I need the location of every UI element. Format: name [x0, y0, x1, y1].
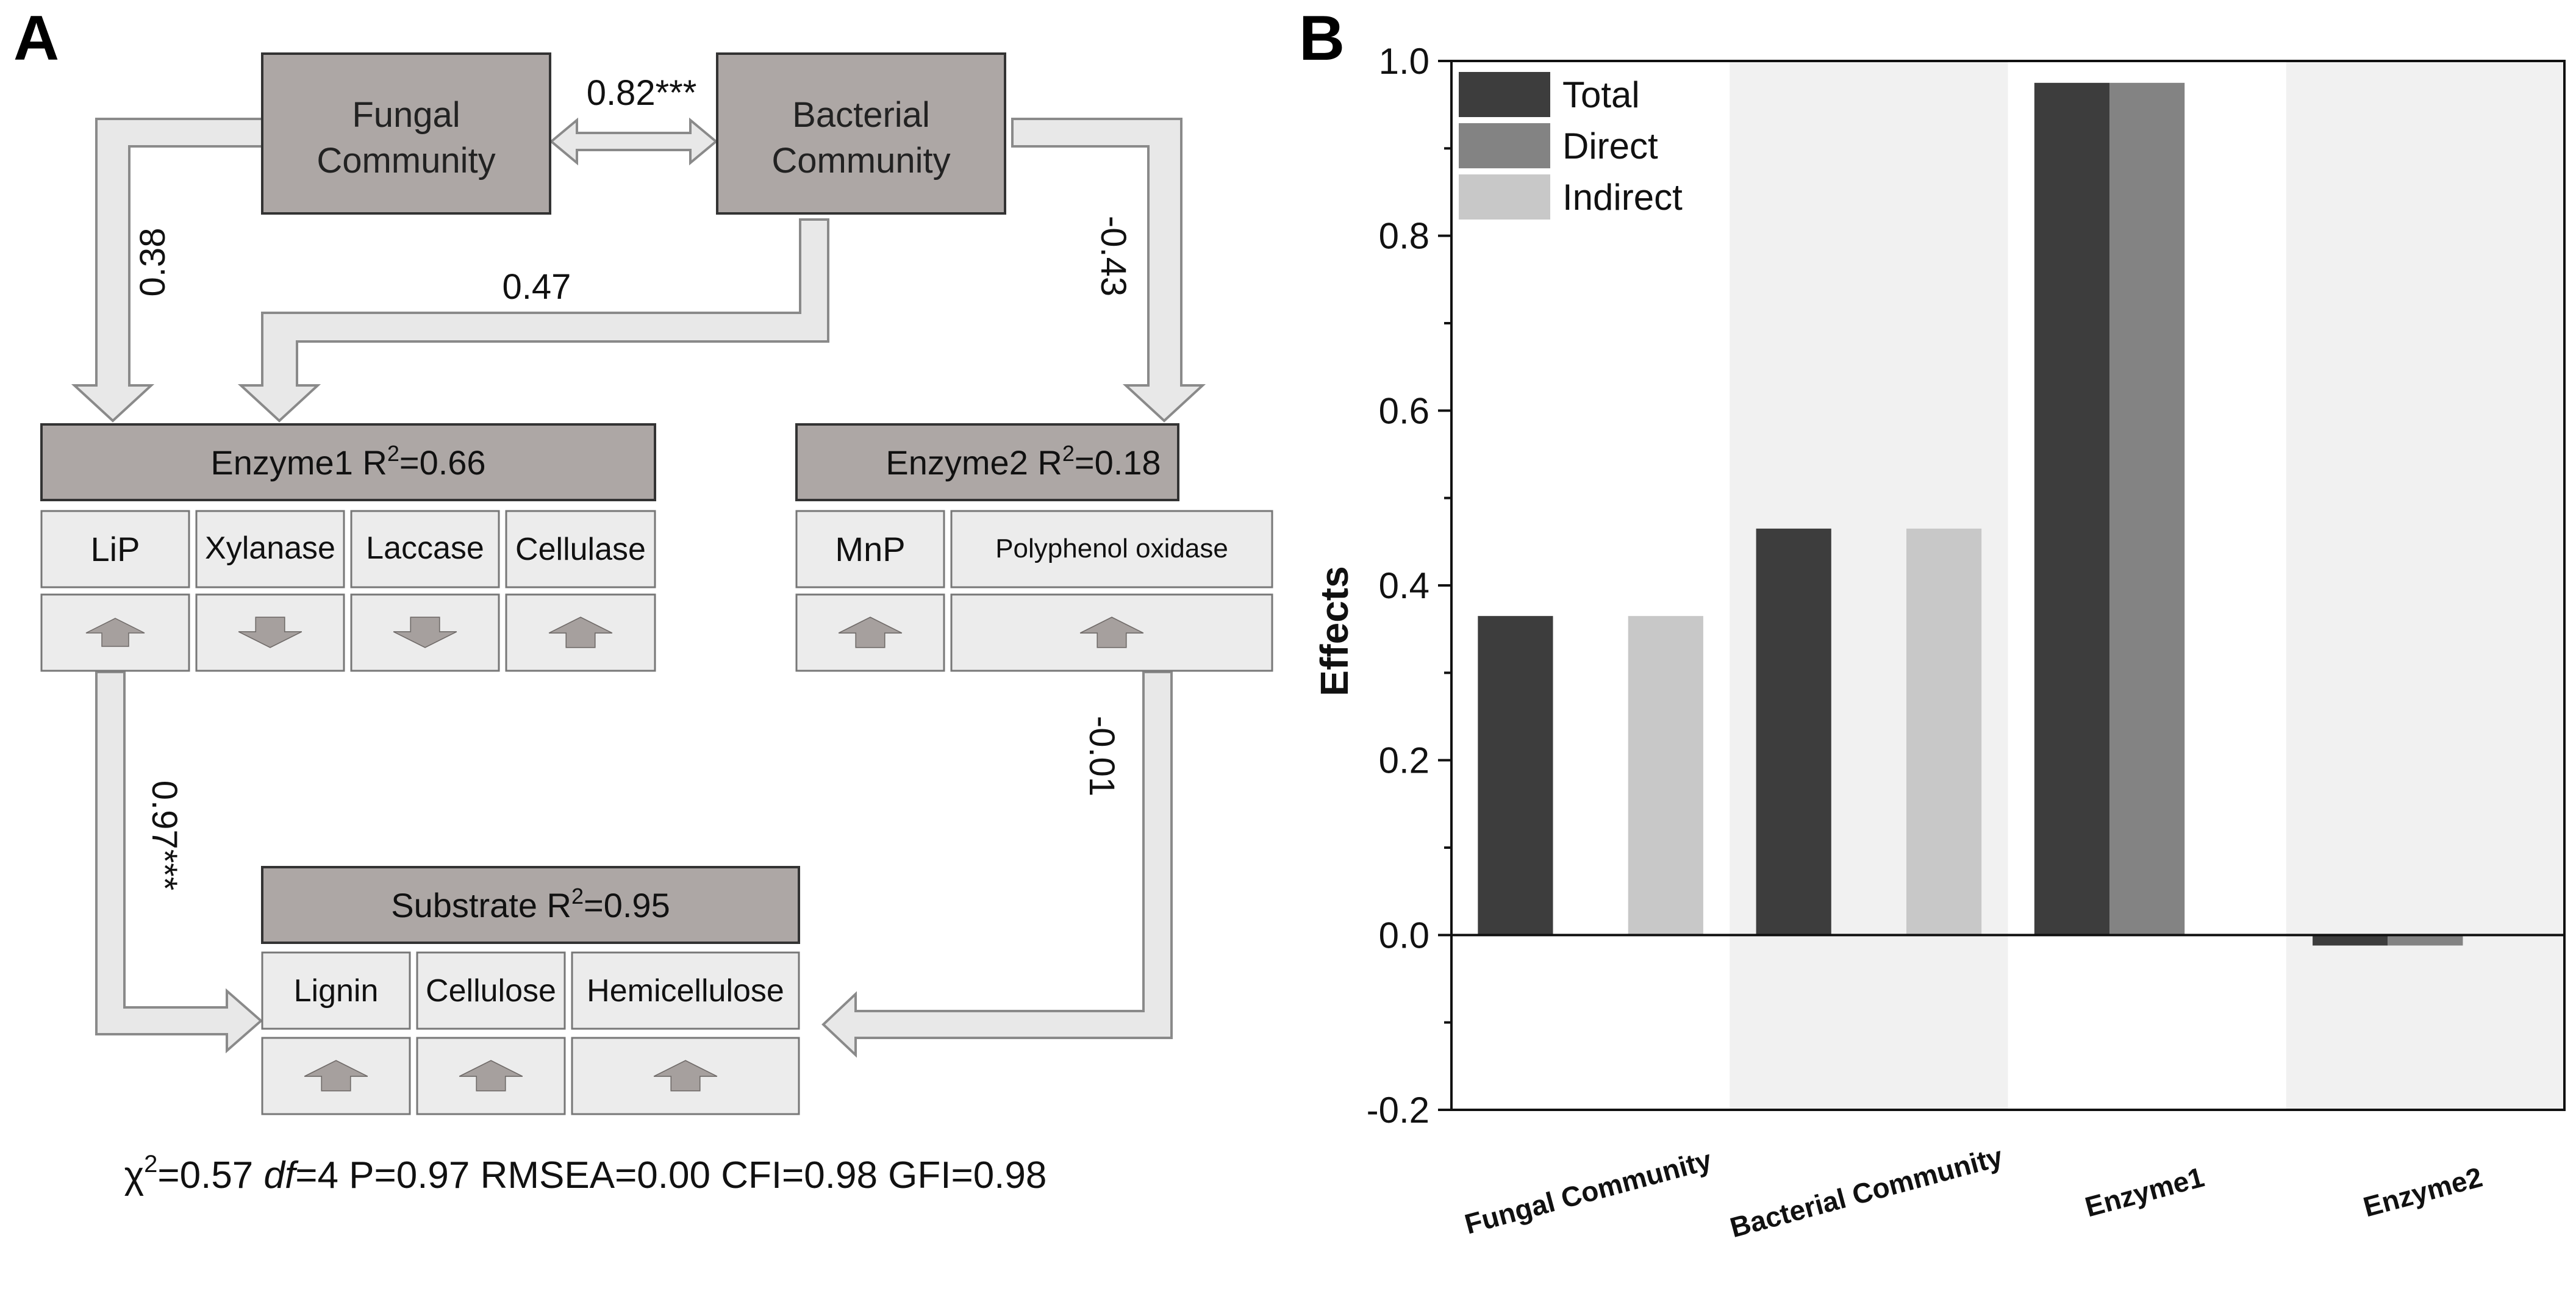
coef-bacterial-enzyme2: -0.43: [1093, 216, 1133, 296]
y-tick-label: 1.0: [1379, 41, 1429, 82]
enzyme-item-label: Laccase: [366, 531, 484, 566]
flow-arrows: [71, 117, 1206, 1058]
arrow-enzyme1-to-substrate: [95, 671, 263, 1054]
enzyme-item-label: Xylanase: [205, 531, 335, 566]
bar-indirect: [1628, 616, 1703, 935]
coef-enzyme1-substrate: 0.97***: [145, 781, 184, 891]
bar-series: [1478, 82, 2463, 946]
enzyme2-items: MnP Polyphenol oxidase: [795, 510, 1273, 672]
legend-swatch: [1459, 72, 1550, 117]
arrow-fungal-to-enzyme1: [71, 118, 263, 423]
legend-swatch: [1459, 123, 1550, 168]
enzyme1-block: Enzyme1 R2=0.66 LiP Xylanase Laccase Cel…: [40, 423, 656, 672]
y-tick-label: 0.6: [1379, 390, 1429, 431]
legend: Total Direct Indirect: [1459, 72, 1683, 220]
coef-fungal-enzyme1: 0.38: [133, 228, 173, 297]
substrate-item-label: Hemicellulose: [587, 973, 784, 1009]
legend-label: Indirect: [1562, 177, 1683, 218]
enzyme2-title: Enzyme2 R2=0.18: [886, 441, 1161, 482]
enzyme-item-label: MnP: [835, 530, 905, 568]
x-tick-label: Bacterial Community: [1726, 1140, 2006, 1243]
bar-total: [2034, 82, 2110, 935]
enzyme2-block: Enzyme2 R2=0.18 MnP Polyphenol oxidase: [795, 423, 1273, 672]
fungal-line1: Fungal: [352, 95, 460, 135]
y-tick-label: -0.2: [1367, 1090, 1429, 1131]
bar-indirect: [1906, 528, 1982, 935]
coef-fungal-bacterial: 0.82***: [587, 73, 697, 113]
coef-bacterial-enzyme1: 0.47: [503, 267, 571, 307]
substrate-items: Lignin Cellulose Hemicellulose: [261, 951, 800, 1115]
enzyme-item-label: Polyphenol oxidase: [995, 534, 1228, 563]
bacterial-line2: Community: [771, 141, 950, 181]
arrow-enzyme2-to-substrate: [821, 671, 1173, 1058]
substrate-item-label: Cellulose: [426, 973, 556, 1009]
bar-total: [1478, 616, 1553, 935]
arrow-fungal-bacterial-double: [549, 117, 718, 166]
fungal-community-box: Fungal Community: [261, 52, 551, 215]
x-tick-label: Enzyme2: [2360, 1161, 2486, 1223]
fungal-line2: Community: [317, 141, 495, 181]
legend-label: Direct: [1562, 126, 1658, 166]
y-tick-label: 0.0: [1379, 915, 1429, 956]
substrate-block: Substrate R2=0.95 Lignin Cellulose Hemic…: [261, 866, 800, 1115]
enzyme-item-label: Cellulase: [515, 532, 646, 567]
x-tick-label: Fungal Community: [1461, 1143, 1715, 1240]
y-tick-label: 0.2: [1379, 740, 1429, 781]
legend-label: Total: [1562, 74, 1640, 115]
coef-enzyme2-substrate: -0.01: [1082, 716, 1122, 796]
bacterial-line1: Bacterial: [792, 95, 930, 135]
panel-a-label: A: [13, 3, 59, 74]
panel-a: A 0.82*** 0.38 0.47 -0.43 0.97*** -0.01 …: [13, 3, 1273, 1196]
substrate-title: Substrate R2=0.95: [391, 884, 670, 924]
arrow-bacterial-to-enzyme1: [237, 218, 829, 423]
substrate-item-label: Lignin: [294, 973, 379, 1009]
panel-b-chart: B -0.2 0.0 0.2 0.4 0.6 0.8 1.0 Fungal Community…: [1299, 3, 2566, 1243]
arrow-bacterial-to-enzyme2: [1011, 118, 1206, 423]
model-fit-stats: χ2=0.57 df=4 P=0.97 RMSEA=0.00 CFI=0.98 …: [124, 1151, 1047, 1196]
legend-swatch: [1459, 174, 1550, 220]
bar-total: [2313, 935, 2388, 946]
enzyme-item-label: LiP: [91, 530, 140, 568]
y-tick-label: 0.8: [1379, 216, 1429, 257]
bacterial-community-box: Bacterial Community: [716, 52, 1006, 215]
enzyme1-items: LiP Xylanase Laccase Cellulase: [40, 510, 656, 672]
bar-direct: [2109, 82, 2185, 935]
panel-b-label: B: [1299, 3, 1345, 74]
x-tick-label: Enzyme1: [2081, 1161, 2207, 1223]
enzyme1-title: Enzyme1 R2=0.66: [210, 441, 485, 482]
y-axis-label: Effects: [1312, 566, 1356, 696]
bar-total: [1756, 528, 1831, 935]
bar-direct: [2388, 935, 2463, 946]
y-tick-label: 0.4: [1379, 565, 1429, 606]
category-band: [2286, 61, 2564, 1110]
